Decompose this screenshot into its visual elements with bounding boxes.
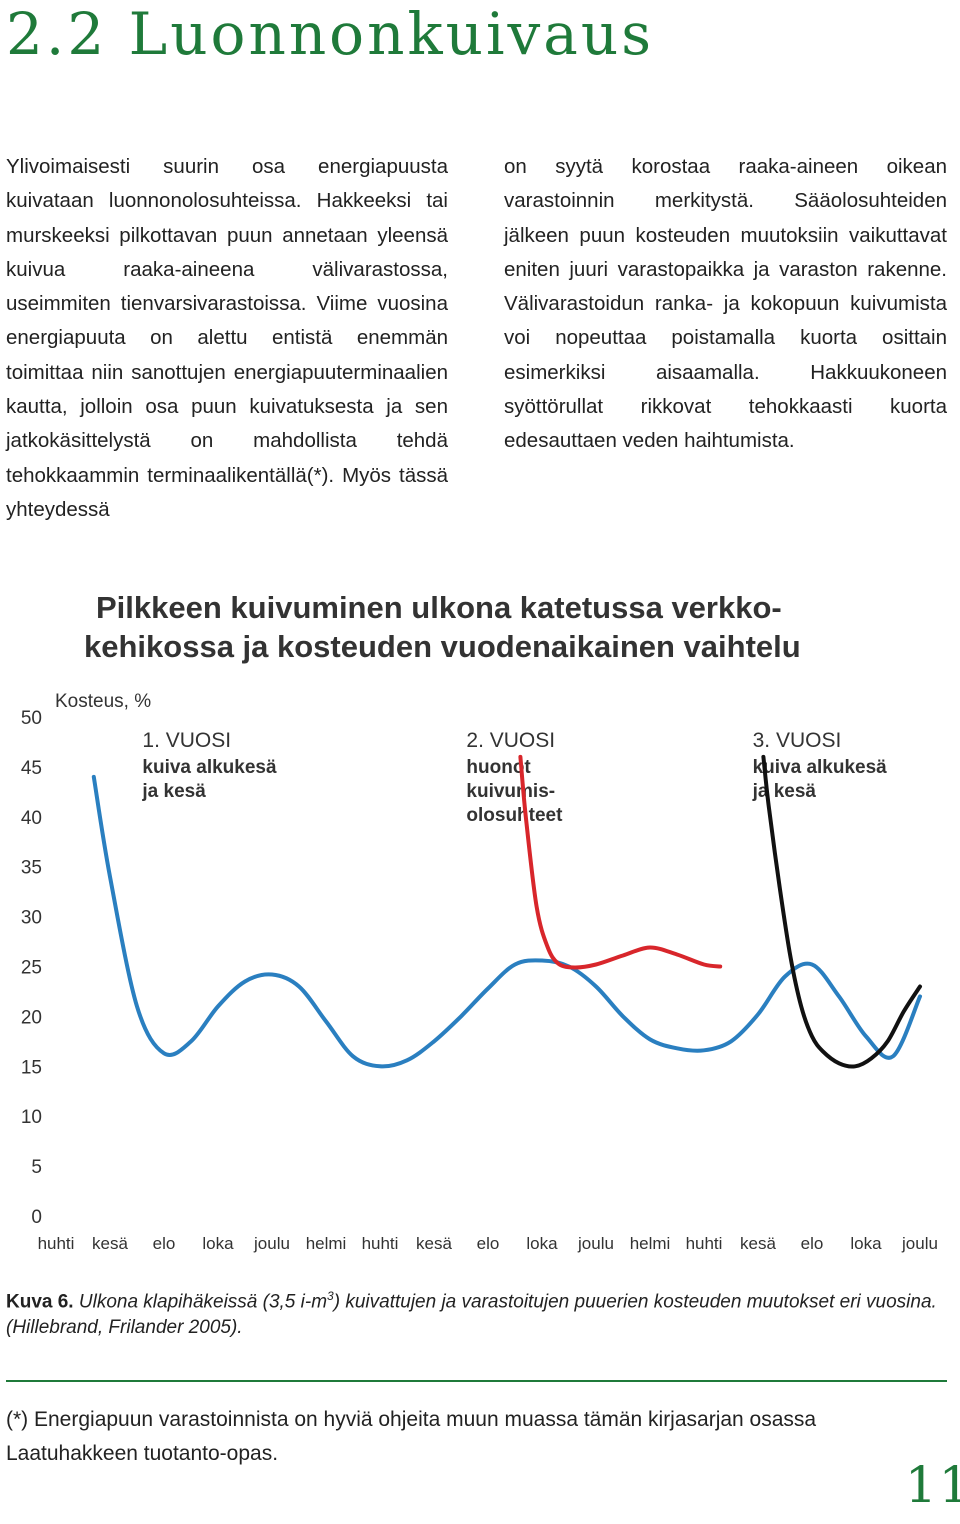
left-text-column: Ylivoimaisesti suurin osa energiapuusta … (6, 150, 448, 527)
footnote: (*) Energiapuun varastoinnista on hyviä … (6, 1408, 817, 1465)
x-tick-label: joulu (901, 1234, 938, 1253)
x-tick-label: elo (801, 1234, 824, 1253)
series-lines (91, 754, 922, 1069)
series-line-2 (518, 754, 723, 970)
y-tick-label: 15 (21, 1057, 42, 1078)
annotation-line: kuivumis- (466, 781, 555, 802)
moisture-chart: Pilkkeen kuivuminen ulkona katetussa ver… (0, 580, 960, 1260)
y-tick-label: 50 (21, 708, 42, 729)
x-tick-label: kesä (416, 1234, 452, 1253)
x-tick-label: loka (202, 1234, 234, 1253)
series-line-1 (91, 774, 922, 1069)
annotation-line: olosuhteet (466, 805, 563, 826)
y-tick-label: 20 (21, 1007, 42, 1028)
x-tick-label: elo (153, 1234, 176, 1253)
y-tick-label: 5 (31, 1157, 42, 1178)
y-axis-label: Kosteus, % (55, 691, 151, 712)
left-column-paragraph: Ylivoimaisesti suurin osa energiapuusta … (6, 155, 448, 521)
caption-sup: 3 (327, 1289, 334, 1303)
annotation-line: ja kesä (752, 781, 817, 802)
x-tick-label: helmi (306, 1234, 347, 1253)
chart-title-line-1: Pilkkeen kuivuminen ulkona katetussa ver… (96, 590, 782, 625)
right-text-column: on syytä korostaa raaka-aineen oikean va… (504, 150, 947, 459)
y-tick-label: 10 (21, 1107, 42, 1128)
series-line-3 (761, 754, 922, 1069)
x-tick-label: elo (477, 1234, 500, 1253)
y-tick-label: 45 (21, 758, 42, 779)
y-tick-label: 0 (31, 1207, 42, 1228)
y-tick-label: 35 (21, 858, 42, 879)
x-tick-label: joulu (577, 1234, 614, 1253)
x-tick-label: kesä (92, 1234, 128, 1253)
y-tick-label: 40 (21, 808, 42, 829)
section-heading: 2.2 Luonnonkuivaus (6, 0, 654, 68)
x-tick-label: kesä (740, 1234, 776, 1253)
right-column-paragraph: on syytä korostaa raaka-aineen oikean va… (504, 155, 947, 453)
year-annotations: 1. VUOSI kuiva alkukesä ja kesä 2. VUOSI huo… (141, 729, 887, 826)
chart-title-line-2: kehikossa ja kosteuden vuodenaikainen va… (84, 629, 801, 664)
caption-label: Kuva 6. (6, 1291, 74, 1313)
annotation-line: huonot (466, 757, 531, 778)
x-tick-label: huhti (38, 1234, 75, 1253)
x-tick-label: loka (850, 1234, 882, 1253)
y-tick-label: 30 (21, 908, 42, 929)
caption-text-1: Ulkona klapihäkeissä (3,5 i-m (73, 1291, 328, 1313)
annotation-line: 1. VUOSI (142, 729, 231, 752)
annotation-line: kuiva alkukesä (753, 757, 888, 778)
caption-text-2: ) kuivattujen ja varastoitujen puuerien … (6, 1291, 937, 1339)
annotation-line: 3. VUOSI (753, 729, 842, 752)
x-tick-label: huhti (362, 1234, 399, 1253)
moisture-chart-svg: Pilkkeen kuivuminen ulkona katetussa ver… (0, 580, 960, 1260)
x-tick-label: huhti (686, 1234, 723, 1253)
x-tick-label: loka (526, 1234, 558, 1253)
annotation-line: kuiva alkukesä (142, 757, 277, 778)
figure-caption: Kuva 6. Ulkona klapihäkeissä (3,5 i-m3) … (6, 1283, 946, 1341)
x-tick-label: helmi (630, 1234, 671, 1253)
y-tick-label: 25 (21, 958, 42, 979)
annotation-line: 2. VUOSI (466, 729, 555, 752)
divider-line (6, 1380, 947, 1382)
x-tick-label: joulu (253, 1234, 290, 1253)
annotation-line: ja kesä (141, 781, 206, 802)
y-tick-labels: 0 5 10 15 20 25 30 35 40 45 50 (21, 708, 42, 1228)
chart-background (0, 580, 960, 1260)
x-tick-labels: huhti kesä elo loka joulu helmi huhti kesä elo lo… (38, 1234, 938, 1253)
page-number: 11 (905, 1456, 960, 1514)
